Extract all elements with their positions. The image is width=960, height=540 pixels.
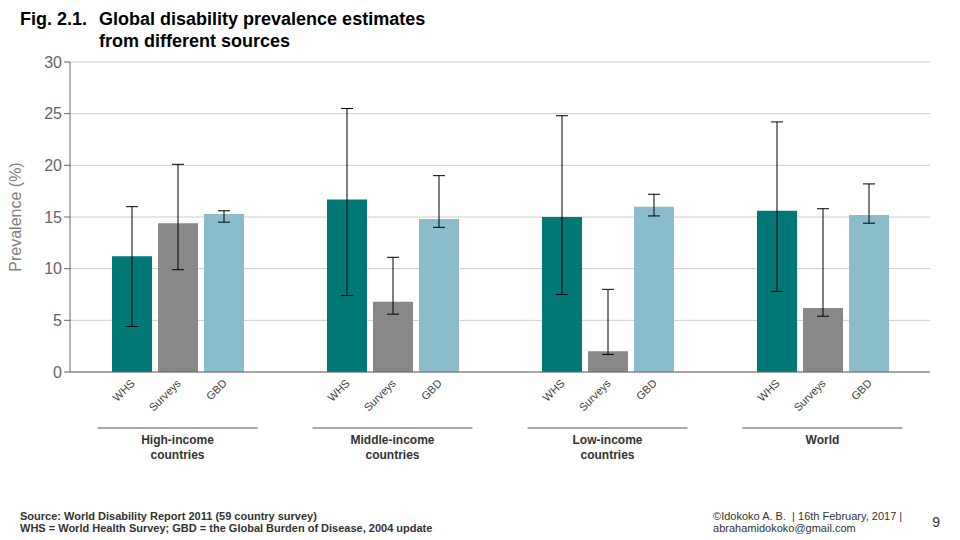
- svg-text:Surveys: Surveys: [146, 377, 183, 414]
- html-text:9: 9: [932, 514, 940, 530]
- svg-text:5: 5: [53, 312, 62, 329]
- svg-text:10: 10: [44, 260, 62, 277]
- svg-text:Surveys: Surveys: [361, 377, 398, 414]
- svg-text:GBD: GBD: [634, 377, 659, 402]
- svg-text:GBD: GBD: [204, 377, 229, 402]
- svg-text:Low-incomecountries: Low-incomecountries: [572, 433, 642, 462]
- svg-text:Surveys: Surveys: [576, 377, 613, 414]
- html-text:abrahamidokoko@gmail.com: abrahamidokoko@gmail.com: [713, 522, 856, 534]
- svg-text:High-incomecountries: High-incomecountries: [141, 433, 214, 462]
- svg-text:Surveys: Surveys: [791, 377, 828, 414]
- svg-text:WHS: WHS: [110, 377, 137, 404]
- svg-text:World: World: [806, 433, 840, 447]
- svg-text:WHS: WHS: [325, 377, 352, 404]
- html-text:©Idokoko A. B. | 16th February: ©Idokoko A. B. | 16th February, 2017 |: [713, 510, 903, 522]
- svg-text:GBD: GBD: [849, 377, 874, 402]
- svg-text:GBD: GBD: [419, 377, 444, 402]
- html-text:from different sources: from different sources: [99, 31, 291, 51]
- svg-text:20: 20: [44, 157, 62, 174]
- svg-text:WHS: WHS: [540, 377, 567, 404]
- svg-text:15: 15: [44, 209, 62, 226]
- html-text:Source: World Disability Repor: Source: World Disability Report 2011 (59…: [20, 510, 317, 522]
- svg-text:WHS: WHS: [755, 377, 782, 404]
- svg-text:25: 25: [44, 105, 62, 122]
- svg-text:0: 0: [53, 364, 62, 381]
- html-text:Global disability prevalence e: Global disability prevalence estimates: [99, 9, 426, 29]
- svg-text:Middle-incomecountries: Middle-incomecountries: [350, 433, 434, 462]
- html-text:Fig. 2.1.: Fig. 2.1.: [20, 9, 87, 29]
- html-text:WHS = World Health Survey; GBD: WHS = World Health Survey; GBD = the Glo…: [20, 522, 433, 534]
- svg-text:Prevalence (%): Prevalence (%): [8, 162, 24, 271]
- svg-text:30: 30: [44, 54, 62, 71]
